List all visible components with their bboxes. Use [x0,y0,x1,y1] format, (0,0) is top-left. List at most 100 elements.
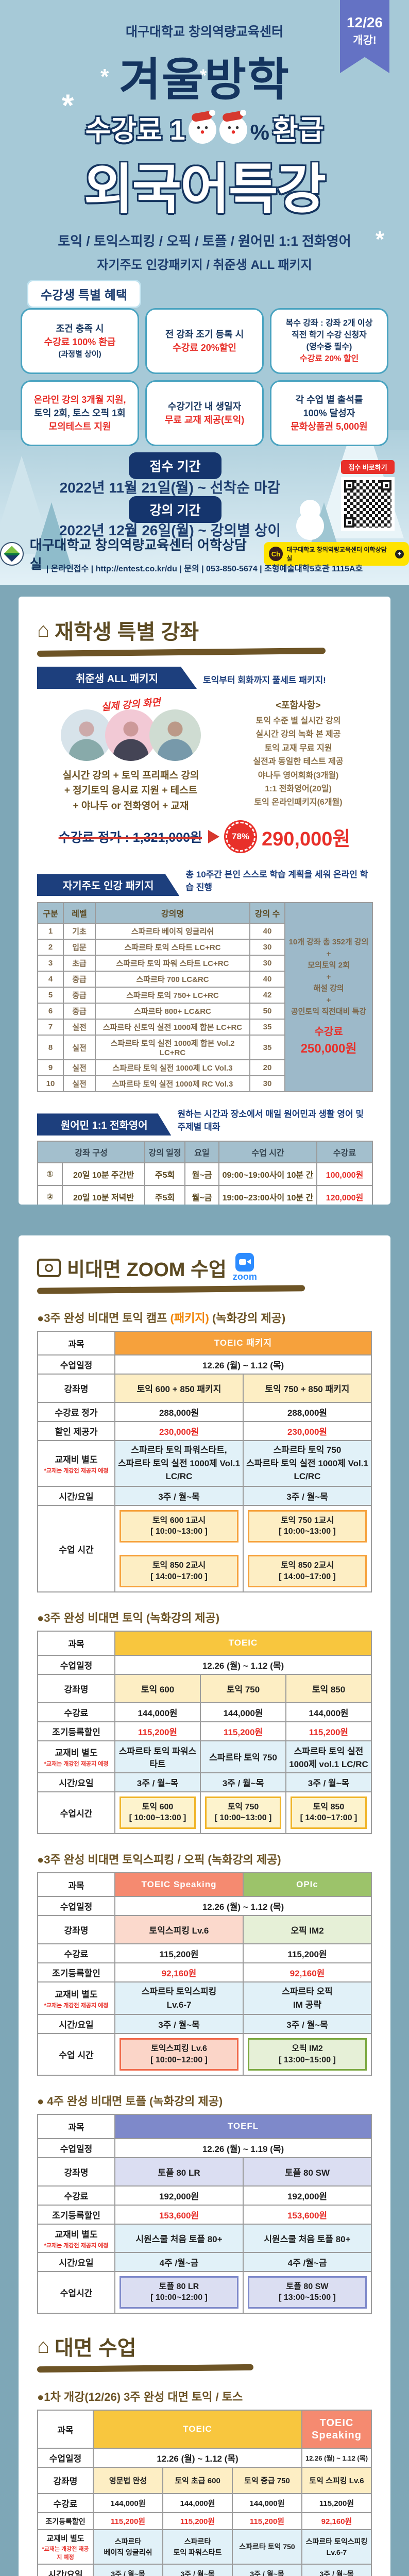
row-label: 조기등록할인 [37,2512,94,2530]
row-label: 수업일정 [37,2138,115,2158]
card-line: 수강료 20%할인 [173,343,236,353]
card-line: 토익 2회, 토스 오픽 1회 [34,408,126,418]
offline-section-title: 대면 수업 [55,2337,137,2360]
table-row: 3 초급 스파르타 토익 파워 스타트 LC+RC 30 [37,955,372,972]
discount-cell: 230,000원 [243,1421,372,1442]
class-time-cell: 토플 80 SW[ 13:00~15:00 ] [243,2270,372,2314]
phone-banner-row: 원어민 1:1 전화영어 원하는 시간과 장소에서 매일 원어민과 생활 영어 … [37,1107,372,1136]
snowflake-icon: * [375,227,384,252]
fee-cell: 144,000원 [285,1702,372,1722]
row-label: 조기등록할인 [37,1962,115,1983]
cell: 12.26 (월) ~ 1.19 (목) [114,2138,372,2158]
cell: 12.26 (월) ~ 1.12 (목) [301,2448,372,2468]
arrow-icon [208,830,220,844]
table-row: 6 중급 스파르타 800+ LC&RC 50 [37,1003,372,1020]
selfstudy-summary-panel: 10개 강좌 총 352개 강의 + 모의토익 2회 + 해설 강의 + 공인토… [284,902,373,1093]
include-item: 야나두 영어회화(3개월) [258,771,339,780]
cell: 09:00~19:00사이 10분 간 [218,1162,318,1187]
column-header: 강의명 [95,902,250,924]
book-cell: 스파르타 토익 파워스타트 [114,1740,201,1773]
qr-code[interactable] [341,477,395,531]
card-line: 문화상품권 5,000원 [291,421,368,432]
contact-label: | 문의 | [179,565,204,573]
subject-header: TOEFL [114,2114,372,2139]
fee-cell: 192,000원 [114,2185,244,2206]
cell: 3 [37,955,64,972]
course-cell: 토익 750 + 850 패키지 [243,1374,372,1403]
toeic-package-table: 과목 TOEIC 패키지 수업일정 12.26 (월) ~ 1.12 (목) 강좌명… [37,1330,372,1593]
cell: 스파르타 토익 파워 스타트 LC+RC [95,955,250,972]
cell: 실전 [63,1075,96,1093]
course-period-date: 2022년 12월 26일(월) ~ 강의별 상이 [59,522,281,538]
card-line: (과정별 상이) [58,350,101,359]
class-time-cell: 토플 80 LR[ 10:00~12:00 ] [114,2270,244,2314]
class-time-cell: 토익 750 1교시[ 10:00~13:00 ] 토익 850 2교시[ 14… [243,1504,372,1593]
book-cell: 스파르타 토익스피킹 Lv.6-7 [301,2529,372,2565]
fee-cell: 144,000원 [162,2493,233,2513]
toefl-table: 과목 TOEFL 수업일정 12.26 (월) ~ 1.19 (목) 강좌명 토플 8… [37,2114,372,2314]
org-name: 대구대학교 창의역량교육센터 어학상담실 [29,537,247,572]
course-cell: 토익 600 + 850 패키지 [114,1374,244,1403]
fee-cell: 288,000원 [243,1402,372,1422]
contact-phone[interactable]: 053-850-5674 [206,565,258,573]
cell: ① [37,1162,63,1187]
course-cell: 토익 600 [114,1673,201,1703]
apply-period-pill: 접수 기간 [129,452,221,479]
row-label: 교재비 별도 *교재는 개강전 재공지 예정 [37,1440,115,1487]
cell: 기초 [63,923,96,940]
heading-toeic: ●3주 완성 비대면 토익 (녹화강의 제공) [37,1612,220,1625]
card-line: 모의테스트 지원 [48,421,111,432]
course-cell: 토익 중급 750 [232,2467,302,2494]
phone-tagline: 원하는 시간과 장소에서 매일 원어민과 생활 영어 및 주제별 대화 [177,1109,364,1132]
contact-label: | 온라인접수 | [46,565,94,573]
package-line: + 정기토익 응시료 지원 + 테스트 [64,785,198,796]
book-cell: 시원스쿨 처음 토플 80+ [243,2223,372,2253]
package-line: + 야나두 or 전화영어 + 교재 [73,800,189,811]
cell: 6 [37,1003,64,1020]
benefit-card: 수강기간 내 생일자 무료 교재 제공(토익) [145,380,264,446]
row-label: 과목 [37,2114,115,2139]
zoom-logo-icon: zoom [233,1253,257,1282]
apply-url[interactable]: http://entest.co.kr/du [95,565,177,573]
price-cell: 120,000원 [316,1185,373,1205]
cell: 30 [249,939,285,956]
cell: 주5회 [144,1185,186,1205]
time-cell: 3주 / 월~목 [285,1772,372,1792]
instructor-photo [105,709,157,761]
university-logo-icon [0,542,24,566]
hero-big-title: 외국어특강 [83,160,326,219]
include-item: 실전과 동일한 테스트 제공 [253,757,344,767]
cell: 35 [249,1019,285,1036]
panel-line: 모의토익 2회 [308,961,350,970]
row-label: 조기등록할인 [37,1721,115,1741]
speaking-opic-table: 과목 TOEIC Speaking OPIc 수업일정 12.26 (월) ~ 1.1… [37,1872,372,2076]
row-label: 강좌명 [37,1915,115,1945]
monitor-icon [37,1258,61,1277]
cell: 입문 [63,939,96,956]
includes-list: 토익 수준 별 실시간 강의 실시간 강의 녹화 본 제공 토익 교재 무료 지… [225,715,372,810]
refund-prefix: 수강료 1 [85,115,185,146]
discount-cell: 115,200원 [200,1721,286,1741]
cell: 20일 10분 저녁반 [61,1185,146,1205]
benefit-card: 복수 강좌 : 강좌 2개 이상 직전 학기 수강 신청자 (영수증 필수) 수… [270,308,388,374]
kakao-channel-badge[interactable]: Ch 대구대학교 창의역량교육센터 어학상담실 + [263,542,409,566]
column-header: 구분 [37,902,64,924]
cell: 42 [249,987,285,1004]
zoom-section-title: 비대면 ZOOM 수업 [67,1259,227,1281]
course-cell: 토익스피킹 Lv.6 [114,1915,244,1945]
time-cell: 3주 / 월~목 [162,2564,233,2576]
table-row: ① 20일 10분 주간반 주5회 월~금 09:00~19:00사이 10분 간 100… [37,1162,373,1187]
discount-cell: 153,600원 [243,2204,372,2225]
hero-main-title: 겨울방학 [119,54,290,105]
contact-line: | 온라인접수 | http://entest.co.kr/du | 문의 | … [0,562,409,574]
column-header: 강좌 구성 [37,1141,146,1164]
row-label: 시간/요일 [37,1485,115,1506]
fee-cell: 144,000원 [93,2493,163,2513]
snowflake-icon: * [100,64,109,89]
qr-label: 접수 바로하기 [341,460,395,474]
class-time-cell: 토익 850[ 14:00~17:00 ] [285,1791,372,1834]
card-line: 조건 충족 시 [56,324,104,334]
cell: 초급 [63,955,96,972]
course-cell: 토플 80 SW [243,2157,372,2187]
discount-cell: 230,000원 [114,1421,244,1442]
